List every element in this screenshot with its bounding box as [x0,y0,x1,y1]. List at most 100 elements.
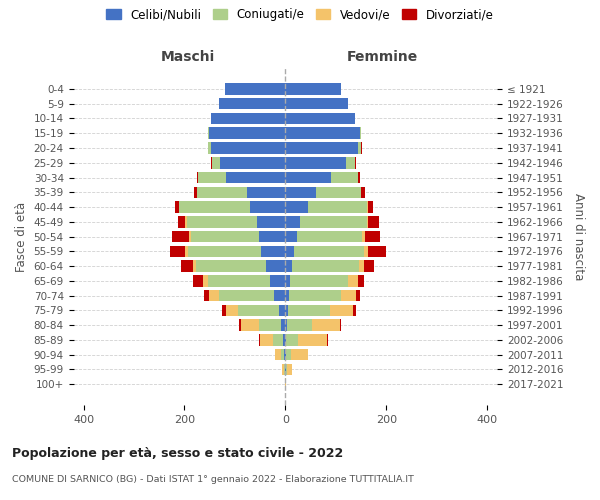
Bar [364,246,368,257]
Bar [286,128,360,139]
Bar [290,275,348,286]
Bar [209,128,286,139]
Bar [185,246,188,257]
Text: Popolazione per età, sesso e stato civile - 2022: Popolazione per età, sesso e stato civil… [12,448,343,460]
Bar [198,172,226,184]
Bar [241,320,259,331]
Bar [341,290,356,302]
Bar [194,186,197,198]
Bar [222,304,226,316]
Bar [286,98,349,110]
Bar [170,246,185,257]
Bar [353,304,356,316]
Bar [356,290,360,302]
Bar [292,260,359,272]
Bar [360,128,361,139]
Bar [203,275,208,286]
Bar [330,304,353,316]
Bar [286,260,292,272]
Bar [287,320,311,331]
Bar [281,320,286,331]
Bar [331,172,358,184]
Bar [257,216,286,228]
Bar [266,260,286,272]
Bar [197,186,247,198]
Bar [301,216,367,228]
Bar [286,349,292,360]
Bar [260,334,273,345]
Bar [367,216,368,228]
Bar [275,349,281,360]
Bar [283,334,286,345]
Bar [286,334,298,345]
Bar [286,304,288,316]
Bar [274,290,286,302]
Bar [226,304,238,316]
Bar [259,231,286,242]
Bar [188,231,191,242]
Bar [220,157,286,168]
Bar [193,275,203,286]
Bar [185,216,187,228]
Bar [208,275,270,286]
Bar [250,202,286,213]
Bar [327,334,328,345]
Bar [181,260,193,272]
Bar [191,231,259,242]
Bar [311,320,340,331]
Bar [187,216,257,228]
Y-axis label: Fasce di età: Fasce di età [15,202,28,272]
Legend: Celibi/Nubili, Coniugati/e, Vedovi/e, Divorziati/e: Celibi/Nubili, Coniugati/e, Vedovi/e, Di… [104,6,496,24]
Bar [286,186,316,198]
Bar [308,202,367,213]
Text: COMUNE DI SARNICO (BG) - Dati ISTAT 1° gennaio 2022 - Elaborazione TUTTITALIA.IT: COMUNE DI SARNICO (BG) - Dati ISTAT 1° g… [12,476,414,484]
Bar [178,216,185,228]
Bar [212,157,220,168]
Bar [286,157,346,168]
Bar [286,320,287,331]
Bar [368,246,386,257]
Bar [286,231,298,242]
Bar [298,334,327,345]
Bar [284,364,285,375]
Bar [188,246,261,257]
Text: Femmine: Femmine [347,50,418,64]
Bar [247,186,286,198]
Text: Maschi: Maschi [161,50,215,64]
Bar [286,202,308,213]
Bar [286,142,358,154]
Bar [259,320,281,331]
Bar [225,83,286,94]
Bar [239,320,241,331]
Bar [340,320,341,331]
Bar [211,112,286,124]
Bar [295,246,364,257]
Bar [196,260,266,272]
Bar [365,231,380,242]
Bar [289,290,341,302]
Bar [364,260,374,272]
Bar [286,83,341,94]
Bar [362,231,365,242]
Bar [286,216,301,228]
Bar [238,304,279,316]
Bar [286,112,355,124]
Bar [358,142,361,154]
Bar [287,364,292,375]
Bar [273,334,283,345]
Bar [226,172,286,184]
Bar [209,290,219,302]
Bar [368,202,373,213]
Bar [281,349,284,360]
Bar [193,260,196,272]
Bar [346,157,355,168]
Bar [179,202,250,213]
Bar [368,216,379,228]
Bar [298,231,362,242]
Bar [288,304,330,316]
Bar [172,231,188,242]
Bar [219,290,274,302]
Bar [211,157,212,168]
Bar [208,142,211,154]
Bar [316,186,361,198]
